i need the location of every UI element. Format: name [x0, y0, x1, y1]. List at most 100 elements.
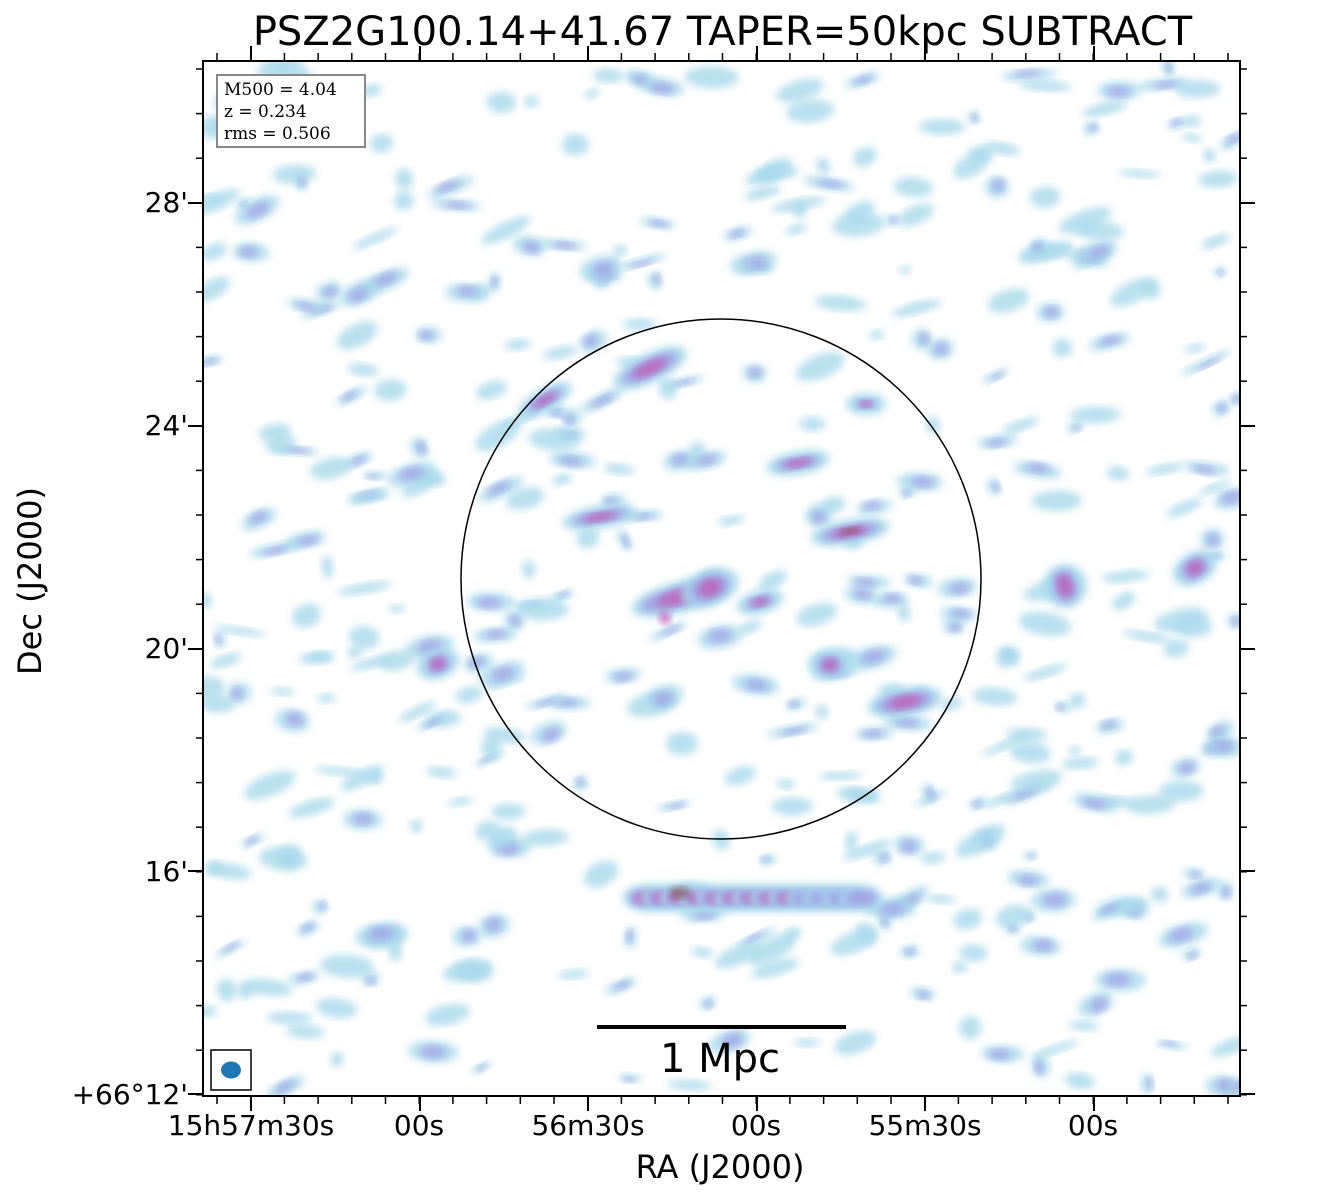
emission-blob [667, 1079, 712, 1091]
emission-blob [1191, 882, 1212, 894]
emission-blob [1165, 63, 1173, 74]
emission-blob [748, 933, 796, 966]
emission-blob [524, 95, 540, 108]
emission-blob [203, 358, 218, 365]
emission-blob [900, 840, 917, 853]
x-tick-label: 00s [730, 1109, 782, 1142]
emission-blob [898, 265, 912, 275]
emission-blob [784, 458, 812, 468]
emission-blob [855, 578, 878, 587]
emission-blob [262, 546, 290, 556]
emission-blob [869, 329, 885, 340]
emission-blob [561, 133, 589, 156]
emission-blob [744, 185, 781, 201]
emission-blob [659, 612, 671, 624]
emission-blob [632, 74, 647, 84]
emission-blob [883, 593, 902, 604]
emission-blob [330, 1051, 344, 1067]
y-tick-label: 24' [144, 409, 188, 442]
emission-blob [983, 792, 1015, 808]
emission-blob [214, 634, 222, 645]
emission-blob [671, 453, 690, 466]
emission-blob [483, 727, 526, 744]
emission-blob [557, 591, 570, 598]
emission-blob [834, 1030, 877, 1055]
emission-blob [1198, 170, 1238, 188]
emission-blob [203, 242, 227, 262]
y-tick-label: 16' [144, 855, 188, 888]
emission-blob [286, 712, 304, 726]
emission-blob [552, 473, 572, 486]
emission-blob [423, 718, 441, 728]
emission-blob [315, 998, 358, 1019]
emission-blob [621, 535, 630, 549]
emission-blob [301, 922, 314, 932]
emission-blob [266, 1011, 313, 1025]
scalebar-label: 1 Mpc [659, 1036, 781, 1082]
emission-blob [724, 766, 756, 786]
emission-blob [487, 825, 517, 848]
emission-blob [203, 189, 240, 215]
emission-blob [1043, 892, 1067, 907]
emission-blob [1082, 797, 1107, 810]
emission-blob [670, 887, 690, 899]
emission-blob [559, 455, 583, 467]
emission-blob [751, 958, 800, 979]
emission-blob [203, 592, 213, 609]
emission-blob [558, 969, 589, 980]
emission-blob [398, 466, 424, 481]
emission-blob [1158, 780, 1204, 802]
emission-blob [603, 463, 635, 475]
emission-blob [1068, 745, 1082, 756]
emission-blob [318, 901, 327, 910]
emission-blob [775, 78, 825, 103]
emission-blob [203, 1005, 218, 1018]
emission-blob [1099, 903, 1119, 915]
emission-blob [476, 596, 502, 609]
emission-blob [781, 727, 807, 736]
emission-blob [1058, 207, 1112, 234]
emission-blob [668, 802, 686, 809]
emission-blob [504, 338, 531, 351]
emission-blob [491, 803, 526, 820]
emission-blob [749, 262, 767, 270]
emission-blob [1034, 1060, 1044, 1074]
emission-blob [203, 676, 226, 700]
emission-blob [972, 800, 983, 808]
x-tick-label: 00s [1067, 1109, 1119, 1142]
emission-blob [1187, 951, 1198, 960]
emission-blob [1012, 70, 1041, 78]
y-tick-label: +66°12' [71, 1078, 188, 1111]
emission-blob [348, 287, 369, 303]
emission-blob [552, 242, 576, 250]
emission-blob [535, 698, 558, 707]
emission-blob [1163, 639, 1189, 658]
emission-blob [388, 939, 402, 962]
emission-blob [336, 321, 378, 350]
emission-blob [275, 1080, 295, 1093]
emission-blob [555, 698, 579, 707]
emission-blob [1226, 133, 1240, 144]
emission-blob [894, 717, 919, 727]
emission-blob [1017, 875, 1039, 886]
emission-blob [1082, 100, 1128, 118]
emission-blob [796, 602, 838, 627]
emission-blob [771, 196, 826, 213]
emission-blob [721, 1033, 743, 1048]
emission-blob [986, 438, 1007, 447]
emission-blob [1032, 939, 1054, 952]
emission-blob [317, 693, 336, 703]
emission-blob [1114, 749, 1134, 766]
emission-blob [521, 560, 536, 579]
emission-blob [1206, 533, 1219, 547]
emission-blob [243, 978, 293, 997]
emission-blob [853, 146, 877, 167]
emission-blob [416, 441, 427, 455]
emission-blob [840, 527, 860, 535]
emission-blob [893, 177, 933, 198]
emission-blob [1089, 123, 1098, 132]
emission-blob [684, 65, 739, 89]
emission-blob [244, 770, 296, 800]
emission-blob [583, 334, 598, 348]
